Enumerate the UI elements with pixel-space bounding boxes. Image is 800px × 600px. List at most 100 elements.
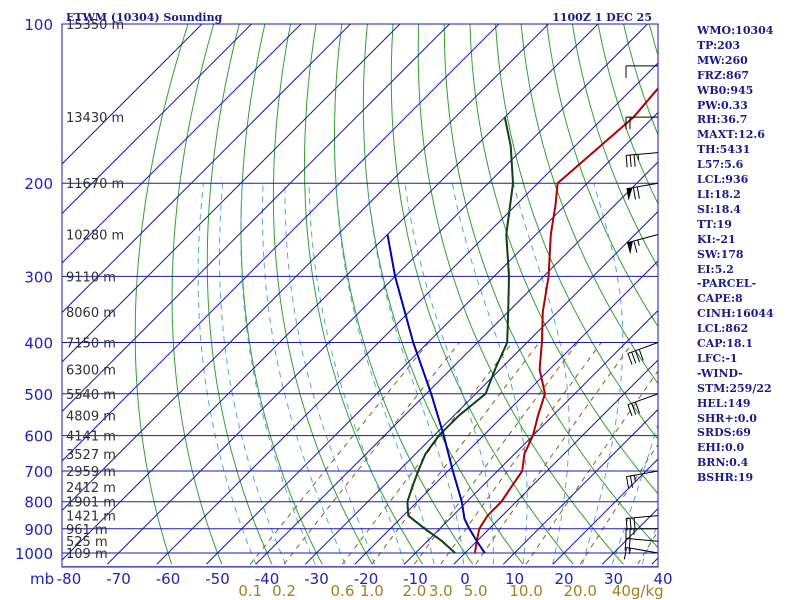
temperature-tick-label: -60 <box>156 570 181 588</box>
index-item: TT:19 <box>697 217 732 231</box>
height-label: 1901 m <box>66 496 116 511</box>
index-item: EHI:0.0 <box>697 441 745 455</box>
index-item: SRDS:69 <box>697 426 751 440</box>
wind-barb <box>625 515 659 531</box>
mixing-ratio-line <box>525 370 658 565</box>
dry-adiabat <box>546 24 658 328</box>
moist-adiabat <box>284 183 376 565</box>
mixing-ratio-label: 0.1 <box>238 582 262 600</box>
index-item: LI:18.2 <box>697 187 741 201</box>
dewpoint-line <box>406 116 515 554</box>
plot-area <box>62 24 800 567</box>
height-label: 2959 m <box>66 465 116 480</box>
wind-barb <box>626 234 659 255</box>
wind-barb <box>627 342 659 365</box>
index-item: SI:18.4 <box>697 202 741 216</box>
mixing-ratio-line <box>371 342 540 565</box>
index-item: WMO:10304 <box>697 24 774 37</box>
plot-frame <box>61 23 659 568</box>
height-label: 1421 m <box>66 510 116 525</box>
wind-barb <box>625 116 658 130</box>
index-item: HEL:149 <box>697 396 751 410</box>
index-item: RH:36.7 <box>697 113 748 127</box>
isotherm <box>62 24 351 314</box>
isotherm <box>403 309 658 565</box>
wind-barb <box>625 65 658 78</box>
mixing-ratio-line <box>475 342 634 565</box>
height-label: 7150 m <box>66 336 116 351</box>
pressure-tick-label: 200 <box>24 175 53 193</box>
dry-adiabat <box>362 24 524 565</box>
temperature-tick-label: -30 <box>304 570 329 588</box>
isotherm <box>62 24 549 512</box>
isotherm <box>255 161 658 565</box>
height-label: 961 m <box>66 523 108 538</box>
moist-adiabat <box>641 521 658 565</box>
mixing-ratio-label: 0.6 <box>331 582 355 600</box>
temperature-tick-label: 20 <box>554 570 573 588</box>
isotherm <box>354 260 658 565</box>
height-label: 2412 m <box>66 481 116 496</box>
temperature-line <box>473 86 658 554</box>
isotherm <box>156 62 658 565</box>
moist-adiabat <box>308 183 405 565</box>
isotherm <box>502 408 658 565</box>
mixing-ratio-label: 2.0 <box>402 582 426 600</box>
pressure-tick-label: 400 <box>24 334 53 352</box>
height-label: 5540 m <box>66 388 116 403</box>
dry-adiabat <box>777 24 800 564</box>
temperature-tick-label: 0 <box>460 570 470 588</box>
wind-barb <box>625 152 659 168</box>
index-item: TP:203 <box>697 38 741 52</box>
moist-adiabat <box>219 183 286 565</box>
dry-adiabat <box>520 24 658 385</box>
isotherm <box>62 24 302 264</box>
dry-adiabat <box>206 24 273 565</box>
pressure-tick-label: 300 <box>24 268 53 286</box>
index-item: SW:178 <box>697 247 744 261</box>
height-label: 4809 m <box>66 410 116 425</box>
index-item: FRZ:867 <box>697 68 750 82</box>
temperature-tick-label: -20 <box>354 570 379 588</box>
height-label: 6300 m <box>66 364 116 379</box>
height-label: 109 m <box>66 547 108 562</box>
moist-adiabat <box>366 183 465 565</box>
pressure-tick-label: 100 <box>24 16 53 34</box>
pressure-tick-label: 500 <box>24 386 53 404</box>
mixing-ratio-line <box>440 342 602 565</box>
mixing-ratio-label: 5.0 <box>464 582 488 600</box>
moist-adiabat <box>262 183 346 565</box>
height-label: 13430 m <box>66 111 124 126</box>
index-item: SHR+:0.0 <box>697 411 757 425</box>
dry-adiabat <box>469 24 658 495</box>
temperature-tick-label: -40 <box>255 570 280 588</box>
isotherm <box>205 111 658 565</box>
index-item: STM:259/22 <box>697 381 772 395</box>
index-item: KI:-21 <box>697 232 736 246</box>
wind-barb <box>626 182 659 201</box>
index-item: TH:5431 <box>697 143 751 157</box>
pressure-unit-label: mb <box>30 570 54 588</box>
temperature-tick-label: -80 <box>57 570 82 588</box>
wind-barb <box>623 546 659 560</box>
height-label: 15350 m <box>66 18 124 33</box>
height-label: 3527 m <box>66 448 116 463</box>
index-item: LCL:862 <box>697 322 749 336</box>
stability-indices-panel: WMO:10304 TP:203 MW:260 FRZ:867 WB0:945 PW:0.… <box>697 24 774 486</box>
index-item: WB0:945 <box>697 83 754 97</box>
chart-title: ETWM (10304) Sounding <box>66 11 223 24</box>
wind-barb <box>627 393 659 417</box>
pressure-tick-label: 700 <box>24 463 53 481</box>
mixing-ratio-line <box>249 342 429 565</box>
mixing-ratio-label: 20.0 <box>564 582 597 600</box>
index-item: L57:5.6 <box>697 158 744 172</box>
pressure-tick-label: 600 <box>24 428 53 446</box>
height-label: 10280 m <box>66 229 124 244</box>
index-item: PW:0.33 <box>697 98 748 112</box>
height-label: 9110 m <box>66 270 116 285</box>
temperature-tick-label: -70 <box>106 570 131 588</box>
index-item: LCL:936 <box>697 173 749 187</box>
isotherm <box>62 24 599 561</box>
dry-adiabat <box>495 24 658 440</box>
dry-adiabat <box>134 24 189 565</box>
